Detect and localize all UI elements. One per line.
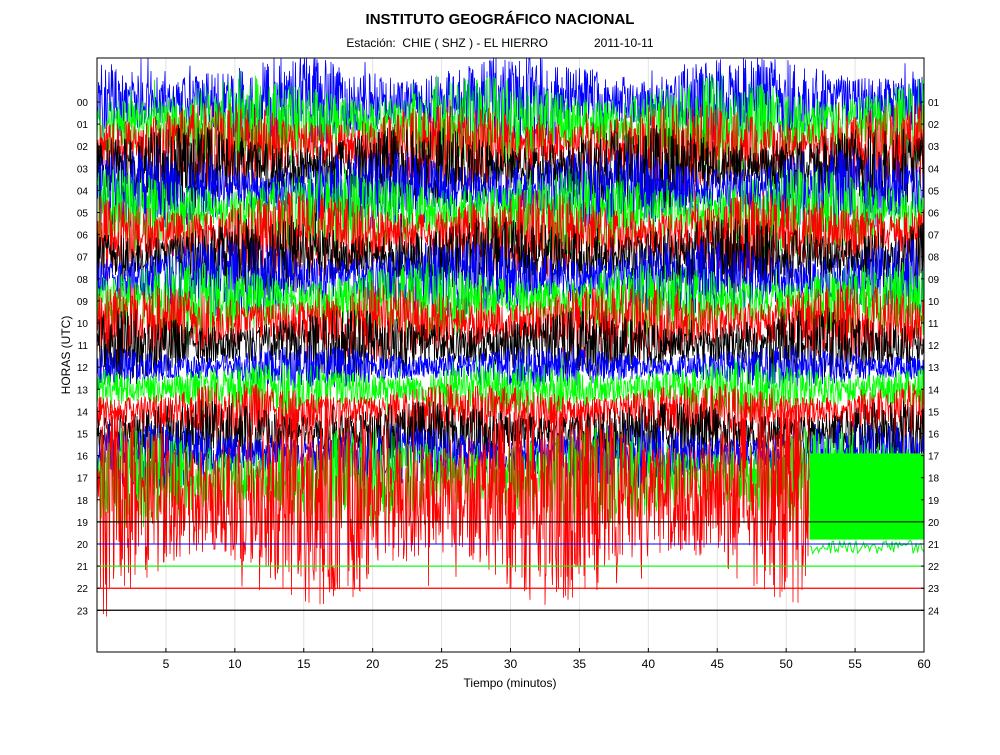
right-hour-label-23: 23 (928, 584, 940, 595)
trace-layer (97, 58, 924, 617)
right-hour-label-05: 05 (928, 186, 940, 197)
x-tick-label-60: 60 (917, 657, 931, 671)
left-hour-label-21: 21 (77, 562, 89, 573)
y-axis-label: HORAS (UTC) (59, 316, 73, 395)
right-hour-label-21: 21 (928, 540, 940, 551)
left-hour-label-02: 02 (77, 142, 89, 153)
right-hour-label-24: 24 (928, 606, 940, 617)
trace-hour-11 (97, 306, 924, 385)
left-hour-label-17: 17 (77, 474, 89, 485)
x-tick-label-15: 15 (297, 657, 311, 671)
left-hour-label-18: 18 (77, 496, 89, 507)
right-hour-label-12: 12 (928, 341, 940, 352)
x-tick-label-20: 20 (366, 657, 380, 671)
left-hour-label-19: 19 (77, 518, 89, 529)
right-hour-label-14: 14 (928, 385, 940, 396)
green-block (809, 453, 924, 540)
right-hour-label-19: 19 (928, 496, 940, 507)
x-axis-label: Tiempo (minutos) (464, 676, 557, 690)
right-hour-label-16: 16 (928, 430, 940, 441)
left-hour-label-03: 03 (77, 164, 89, 175)
right-hour-label-17: 17 (928, 452, 940, 463)
left-hour-label-08: 08 (77, 275, 89, 286)
right-hour-label-22: 22 (928, 562, 940, 573)
left-hour-label-06: 06 (77, 231, 89, 242)
tick-layer (97, 101, 925, 652)
left-hour-label-01: 01 (77, 120, 89, 131)
trace-hour-13 (97, 357, 924, 419)
x-tick-label-30: 30 (504, 657, 518, 671)
trace-hour-10 (97, 279, 924, 367)
x-tick-label-40: 40 (642, 657, 656, 671)
x-tick-label-45: 45 (711, 657, 725, 671)
station-label: Estación: CHIE ( SHZ ) - EL HIERRO (346, 36, 548, 50)
left-hour-label-07: 07 (77, 253, 89, 264)
left-hour-label-14: 14 (77, 407, 89, 418)
right-hour-label-09: 09 (928, 275, 940, 286)
left-hour-label-16: 16 (77, 452, 89, 463)
left-hour-label-15: 15 (77, 430, 89, 441)
left-hour-label-10: 10 (77, 319, 89, 330)
chart-title: INSTITUTO GEOGRÁFICO NACIONAL (365, 11, 635, 28)
right-hour-label-06: 06 (928, 209, 940, 220)
x-tick-label-50: 50 (779, 657, 793, 671)
left-hour-label-22: 22 (77, 584, 89, 595)
trace-hour-09 (97, 257, 924, 345)
trace-hour-14 (97, 381, 924, 444)
right-hour-label-08: 08 (928, 253, 940, 264)
left-hour-label-12: 12 (77, 363, 89, 374)
right-hour-label-18: 18 (928, 474, 940, 485)
right-hour-label-03: 03 (928, 142, 940, 153)
x-tick-label-55: 55 (848, 657, 862, 671)
trace-hour-04 (97, 144, 924, 237)
chart-subtitle: Estación: CHIE ( SHZ ) - EL HIERRO 2011-1… (0, 36, 1000, 50)
left-hour-label-11: 11 (78, 341, 89, 352)
left-hour-label-05: 05 (77, 209, 89, 220)
left-hour-label-20: 20 (77, 540, 89, 551)
left-hour-label-00: 00 (77, 98, 89, 109)
left-hour-label-09: 09 (77, 297, 89, 308)
trace-hour-01 (97, 70, 924, 178)
right-hour-label-07: 07 (928, 231, 940, 242)
label-layer: 5 10 15 20 25 30 35 40 45 50 55 60 00 01 02 03 04 05 06 07 0… (77, 98, 940, 671)
right-hour-label-11: 11 (928, 319, 939, 330)
trace-hour-18 (97, 394, 810, 617)
right-hour-label-15: 15 (928, 407, 940, 418)
left-hour-label-04: 04 (77, 186, 89, 197)
x-tick-label-25: 25 (435, 657, 449, 671)
right-hour-label-02: 02 (928, 120, 940, 131)
x-tick-label-10: 10 (228, 657, 242, 671)
right-hour-label-01: 01 (928, 98, 940, 109)
right-hour-label-13: 13 (928, 363, 940, 374)
right-hour-label-20: 20 (928, 518, 940, 529)
date-label: 2011-10-11 (593, 36, 654, 50)
right-hour-label-10: 10 (928, 297, 940, 308)
x-tick-label-35: 35 (573, 657, 587, 671)
right-hour-label-04: 04 (928, 164, 940, 175)
left-hour-label-13: 13 (77, 385, 89, 396)
left-hour-label-23: 23 (77, 606, 89, 617)
x-tick-label-5: 5 (163, 657, 170, 671)
